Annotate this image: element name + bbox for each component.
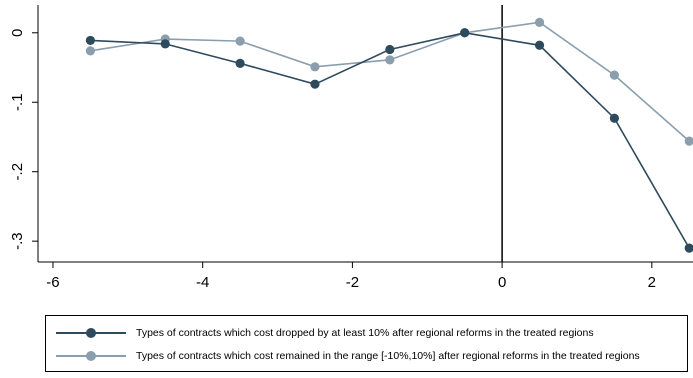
x-tick-label: -4 xyxy=(196,274,209,291)
data-point xyxy=(609,70,620,80)
data-point xyxy=(684,136,693,146)
legend-swatch-dropped xyxy=(56,327,126,339)
y-axis-ticks: 0 -.1 -.2 -.3 xyxy=(9,29,38,250)
data-point xyxy=(310,79,320,89)
x-tick-label: -6 xyxy=(46,274,59,291)
y-tick-label: -.2 xyxy=(9,163,26,181)
legend-swatch-remained xyxy=(56,350,126,362)
y-tick-label: -.1 xyxy=(9,93,26,111)
data-point xyxy=(385,55,395,65)
plot-area: 0 -.1 -.2 -.3 -6 -4 -2 0 2 xyxy=(9,5,693,291)
data-point xyxy=(85,35,95,46)
data-point xyxy=(310,62,320,72)
series-layer xyxy=(85,17,693,253)
legend-label-remained: Types of contracts which cost remained i… xyxy=(136,350,640,362)
data-point xyxy=(534,40,545,50)
data-point xyxy=(235,58,245,68)
y-tick-label: -.3 xyxy=(9,232,26,250)
x-tick-label: 0 xyxy=(498,274,506,291)
series-0 xyxy=(85,28,693,253)
data-point xyxy=(85,46,95,56)
series-line xyxy=(90,21,690,142)
y-tick-label: 0 xyxy=(9,29,26,37)
data-point xyxy=(385,44,395,55)
legend-label-dropped: Types of contracts which cost dropped by… xyxy=(136,327,594,339)
legend-item-remained: Types of contracts which cost remained i… xyxy=(56,346,640,366)
x-tick-label: -2 xyxy=(346,274,359,291)
series-1 xyxy=(85,17,693,146)
x-axis-ticks: -6 -4 -2 0 2 xyxy=(46,262,656,291)
data-point xyxy=(235,36,245,46)
data-point xyxy=(534,17,545,27)
data-point xyxy=(609,113,620,123)
data-point xyxy=(460,28,470,38)
legend-item-dropped: Types of contracts which cost dropped by… xyxy=(56,323,594,343)
data-point xyxy=(684,243,693,253)
legend-marker-remained xyxy=(86,351,96,361)
x-tick-label: 2 xyxy=(648,274,656,291)
legend-marker-dropped xyxy=(86,328,96,338)
line-chart: 0 -.1 -.2 -.3 -6 -4 -2 0 2 xyxy=(9,5,693,291)
data-point xyxy=(160,39,170,49)
legend: Types of contracts which cost dropped by… xyxy=(45,315,688,372)
